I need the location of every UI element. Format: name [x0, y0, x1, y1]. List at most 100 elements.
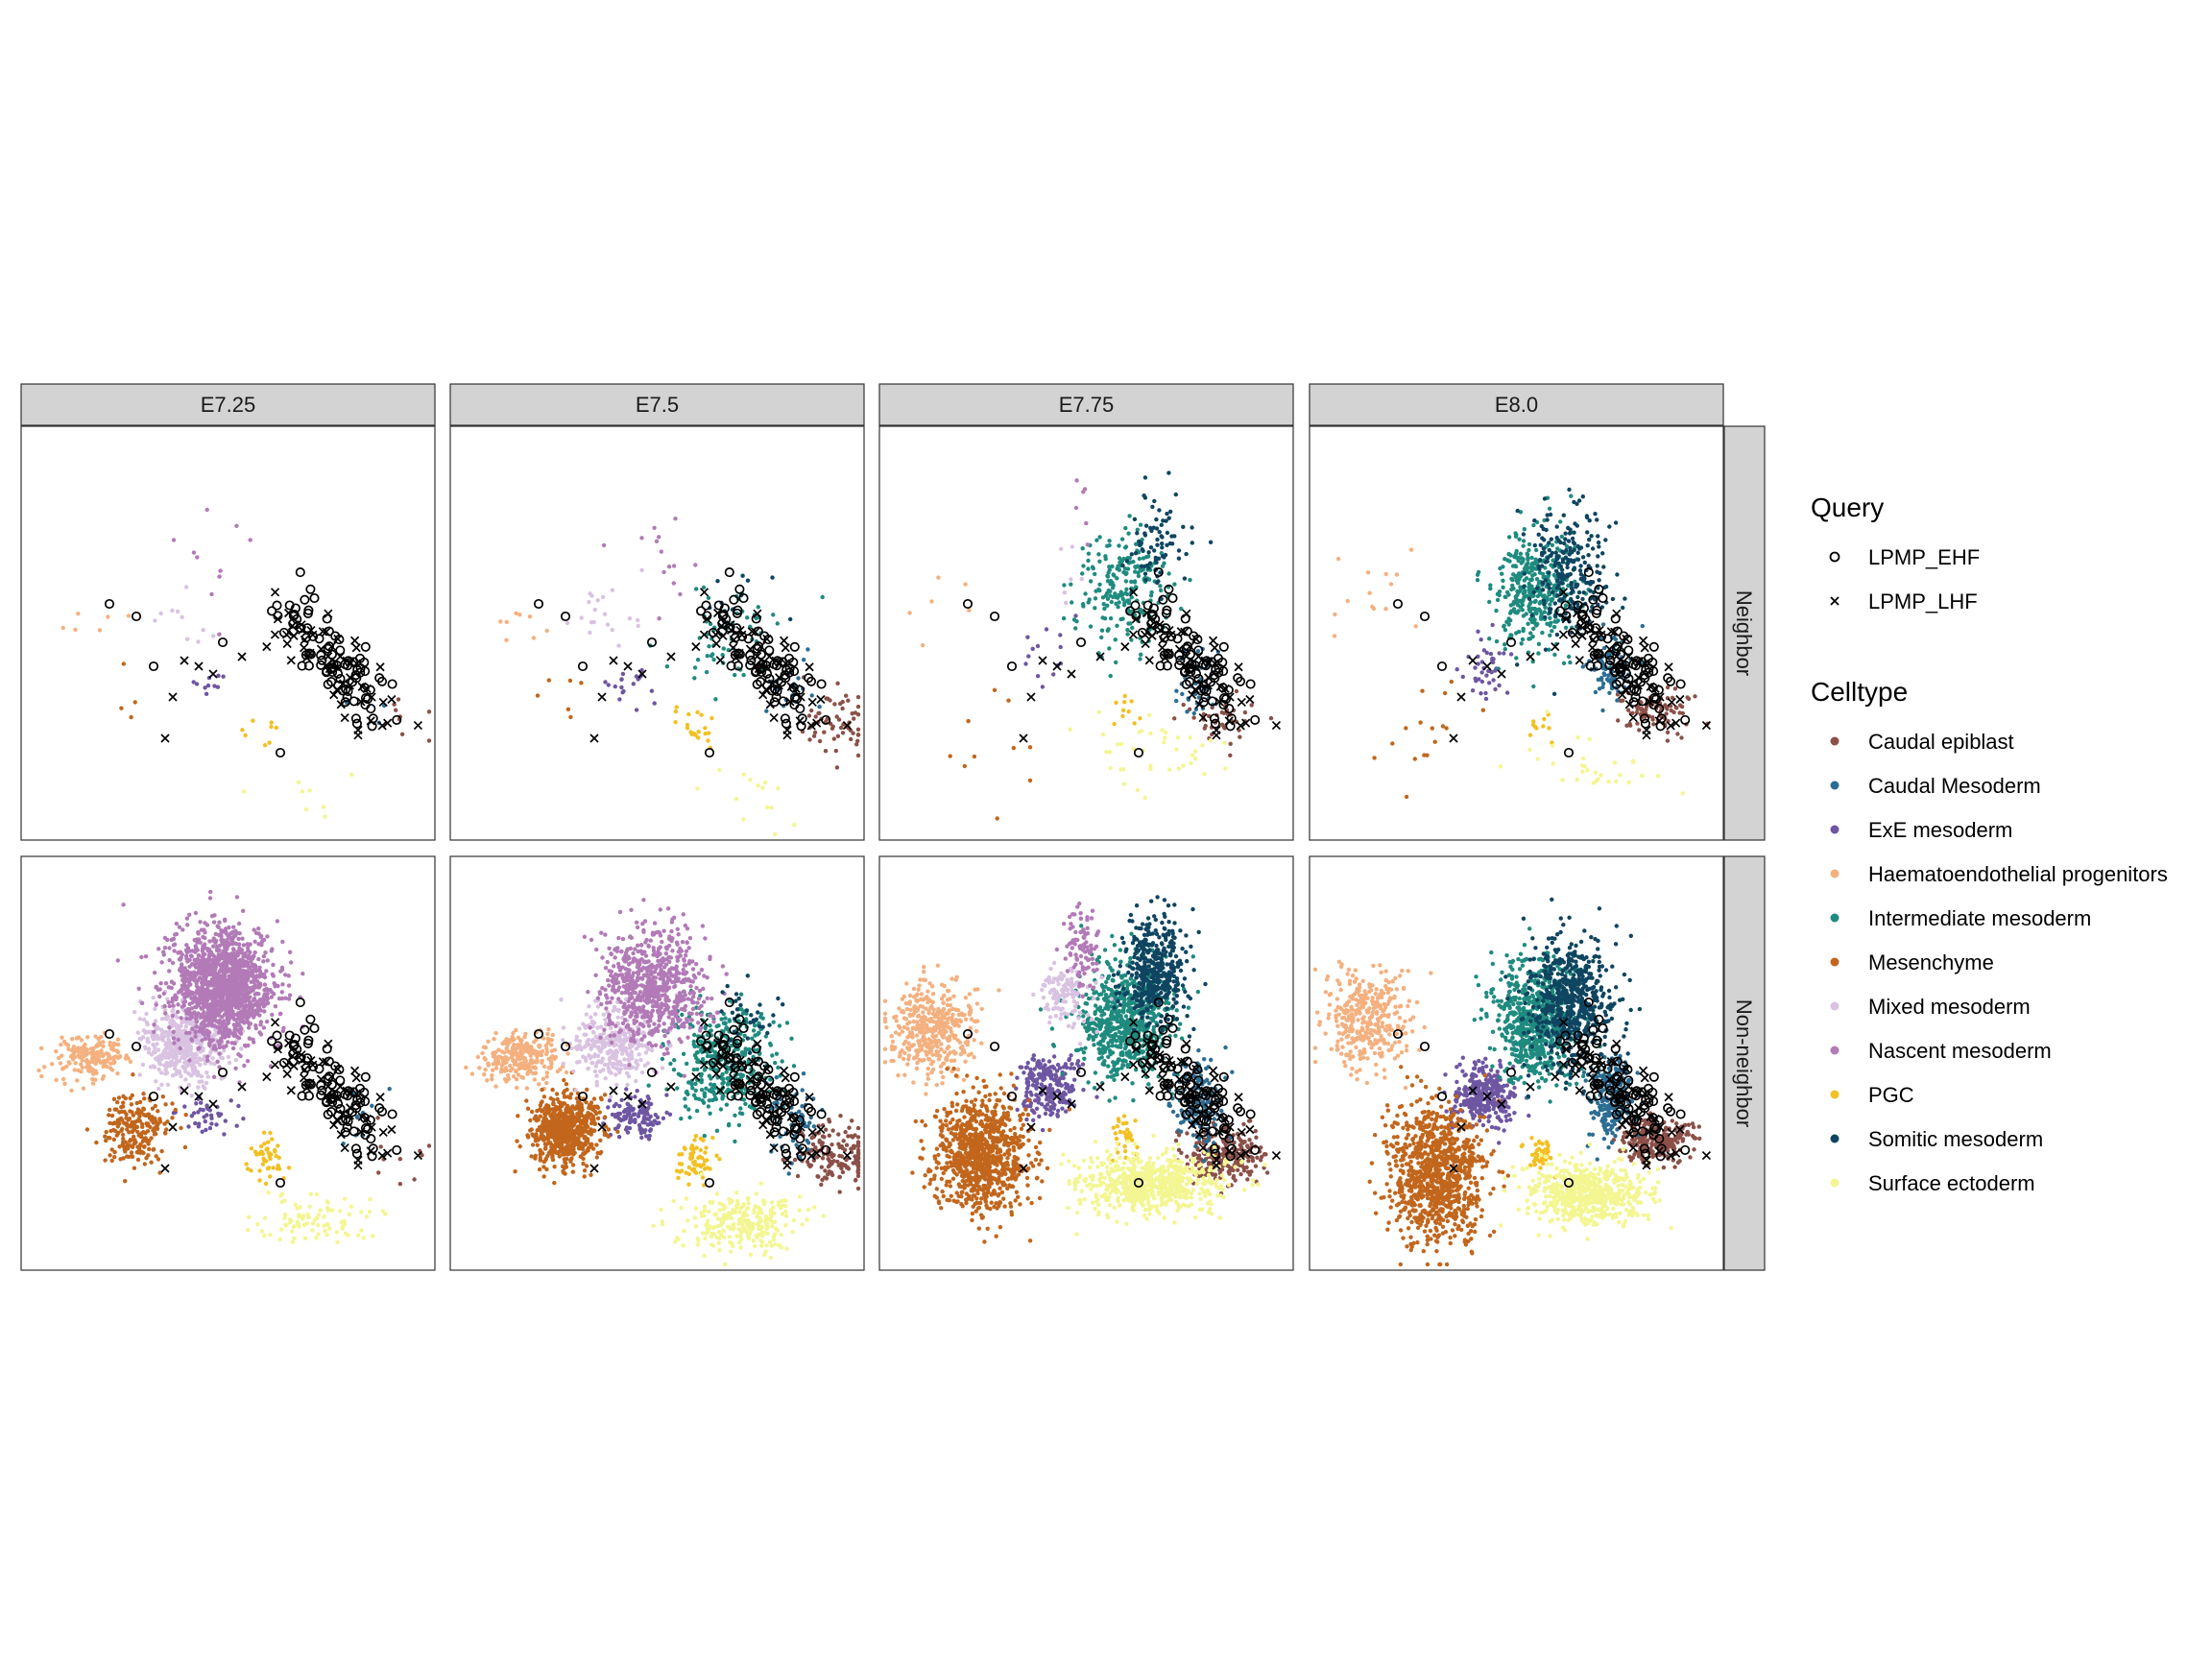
cell-point — [635, 1089, 639, 1094]
cell-point — [125, 1127, 130, 1132]
query-lhf-point — [377, 721, 387, 731]
cell-point — [234, 523, 239, 528]
cell-point — [307, 788, 312, 793]
cell-point — [216, 994, 221, 999]
cell-point — [201, 1108, 205, 1113]
cell-point — [297, 1224, 301, 1229]
cell-point — [349, 1204, 353, 1209]
cell-point — [180, 927, 185, 932]
cell-point — [108, 1107, 112, 1113]
cell-point — [756, 1032, 760, 1037]
cell-point — [585, 1087, 589, 1093]
cell-point — [142, 1144, 147, 1149]
cell-point — [101, 1073, 107, 1079]
cell-point — [290, 1239, 296, 1244]
query-ehf-point — [366, 704, 376, 714]
query-ehf-point — [323, 643, 333, 654]
cell-point — [157, 994, 162, 999]
cell-point — [733, 1139, 737, 1144]
cell-point — [811, 733, 817, 738]
cell-point — [262, 1009, 267, 1014]
cell-point — [695, 658, 701, 662]
cell-point — [80, 1058, 84, 1063]
cell-point — [113, 1128, 118, 1134]
cell-point — [619, 677, 624, 682]
cell-point — [252, 997, 257, 1001]
cell-point — [211, 1046, 216, 1051]
cell-point — [183, 1042, 188, 1046]
cell-point — [375, 1116, 380, 1120]
cell-point — [517, 1143, 522, 1149]
cell-point — [175, 1061, 180, 1066]
cell-point — [171, 1036, 177, 1041]
query-ehf-point — [275, 747, 286, 758]
cell-point — [279, 965, 285, 971]
cell-point — [85, 1050, 90, 1056]
cell-point — [270, 1012, 275, 1018]
cell-point — [610, 1112, 615, 1118]
cell-point — [189, 1037, 194, 1042]
cell-point — [595, 598, 600, 603]
cell-point — [262, 1233, 267, 1238]
cell-point — [646, 1096, 651, 1101]
cell-point — [73, 1061, 78, 1066]
cell-point — [173, 932, 178, 937]
cell-point — [846, 698, 851, 703]
cell-point — [594, 1155, 599, 1160]
cell-point — [276, 1166, 282, 1171]
query-ehf-point — [217, 637, 228, 648]
query-lhf-point — [326, 641, 337, 651]
cell-point — [673, 517, 678, 521]
cell-point — [262, 1215, 268, 1220]
cell-point — [639, 1135, 644, 1141]
cell-point — [557, 1142, 563, 1146]
cell-point — [537, 1166, 542, 1172]
cell-point — [565, 1051, 570, 1056]
cell-point — [171, 538, 177, 542]
cell-point — [209, 1116, 214, 1121]
cell-point — [180, 1041, 184, 1046]
cell-point — [258, 934, 263, 940]
cell-point — [503, 1066, 509, 1070]
cell-point — [233, 1058, 238, 1063]
cell-point — [234, 930, 239, 935]
cell-point — [355, 1114, 360, 1119]
cell-point — [594, 1111, 599, 1117]
cell-point — [193, 950, 198, 954]
cell-point — [175, 609, 180, 614]
query-ehf-point — [351, 718, 362, 729]
cell-point — [184, 1020, 189, 1025]
cell-point — [508, 1063, 513, 1069]
cell-point — [543, 1051, 549, 1057]
cell-point — [827, 1133, 831, 1139]
query-lhf-point — [362, 684, 372, 693]
cell-point — [661, 1116, 666, 1121]
cell-point — [182, 995, 187, 1000]
cell-point — [220, 955, 226, 961]
cell-point — [830, 1128, 835, 1133]
cell-point — [813, 1145, 818, 1150]
query-lhf-point — [281, 630, 292, 639]
cell-point — [644, 1134, 649, 1139]
cell-point — [254, 1002, 259, 1007]
cell-point — [855, 1169, 860, 1174]
cell-point — [60, 1076, 66, 1082]
cell-point — [216, 673, 221, 678]
cell-point — [813, 714, 818, 719]
cell-point — [85, 1035, 90, 1040]
cell-point — [524, 1098, 529, 1103]
cell-point — [349, 772, 354, 778]
cell-point — [832, 702, 837, 707]
cell-point — [855, 733, 861, 737]
cell-point — [259, 941, 264, 946]
cell-point — [325, 1206, 330, 1211]
cell-point — [541, 1076, 546, 1082]
cell-point — [490, 1076, 494, 1082]
cell-point — [223, 1118, 228, 1123]
cell-point — [549, 1061, 554, 1067]
cell-point — [200, 1038, 204, 1043]
cell-point — [99, 1034, 104, 1040]
cell-point — [855, 1149, 861, 1155]
cell-point — [498, 1070, 504, 1074]
cell-point — [554, 1092, 560, 1096]
